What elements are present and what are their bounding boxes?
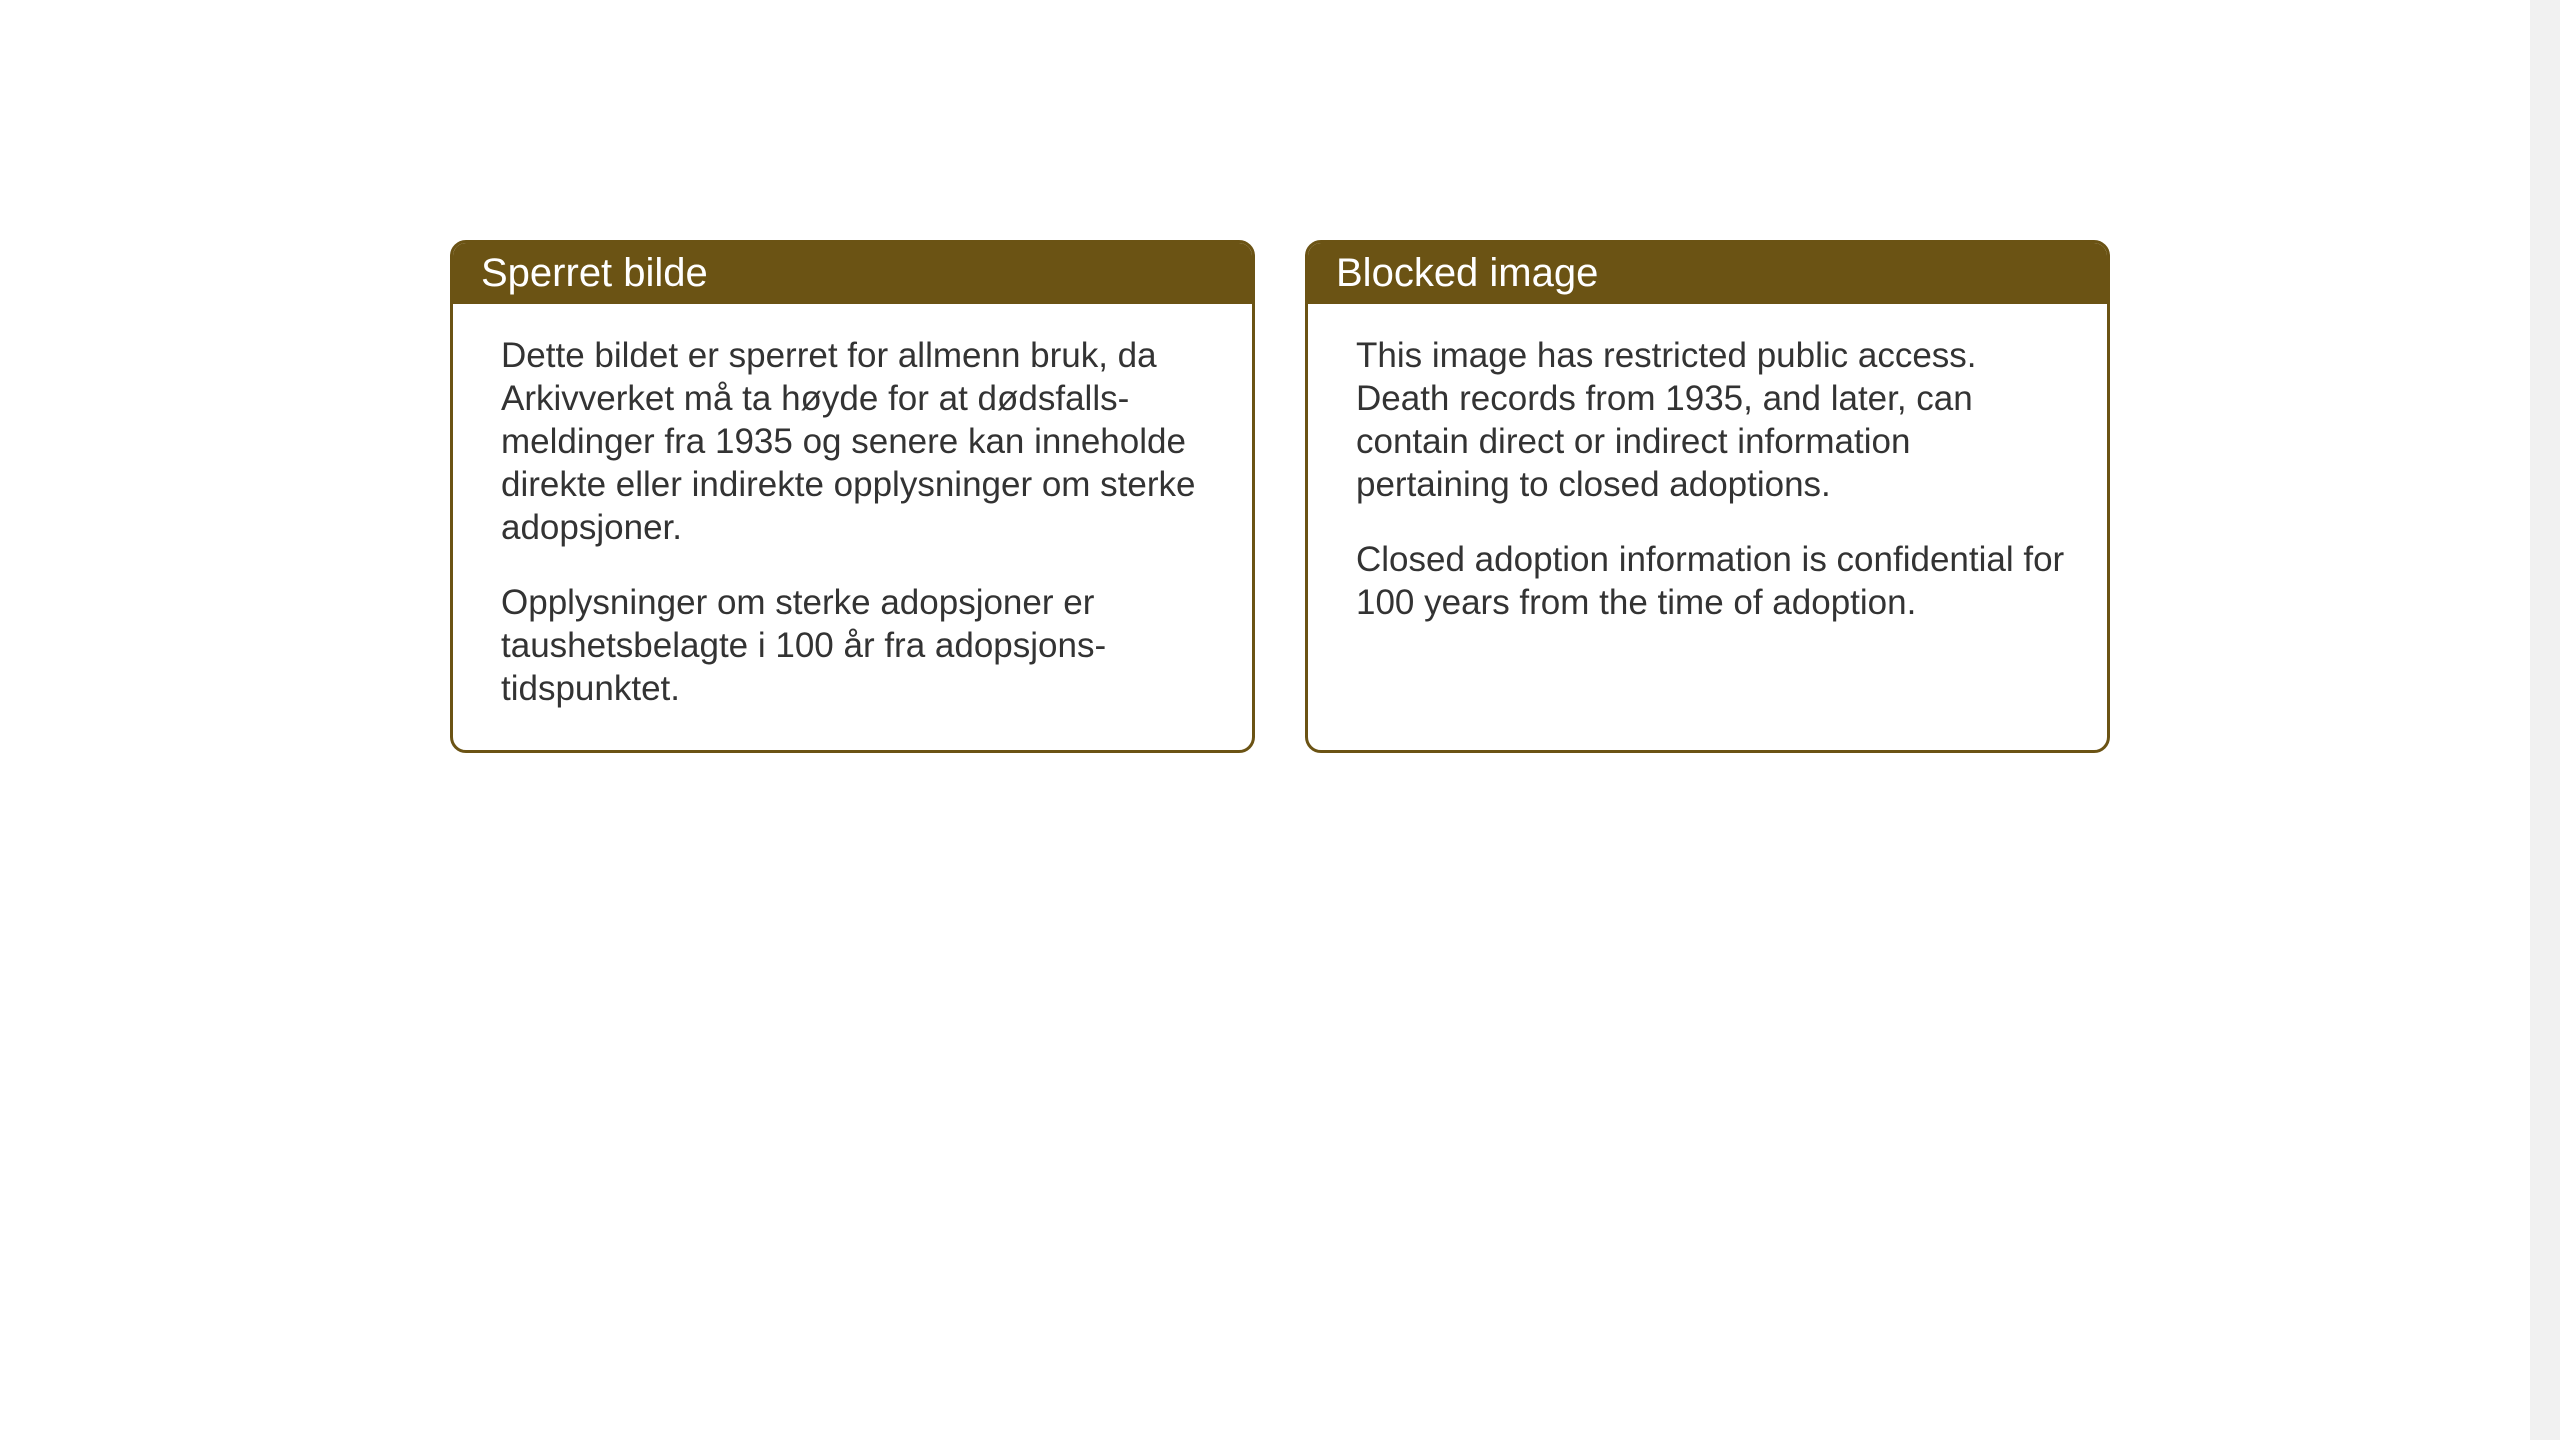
notice-card-norwegian: Sperret bilde Dette bildet er sperret fo… [450, 240, 1255, 753]
notice-title-norwegian: Sperret bilde [481, 251, 708, 295]
notice-title-english: Blocked image [1336, 251, 1598, 295]
notice-header-english: Blocked image [1308, 243, 2107, 304]
notice-card-english: Blocked image This image has restricted … [1305, 240, 2110, 753]
notice-body-english: This image has restricted public access.… [1308, 304, 2107, 664]
notice-paragraph-1-norwegian: Dette bildet er sperret for allmenn bruk… [501, 334, 1212, 549]
notice-paragraph-2-norwegian: Opplysninger om sterke adopsjoner er tau… [501, 581, 1212, 710]
scrollbar-track[interactable] [2530, 0, 2560, 1440]
notice-header-norwegian: Sperret bilde [453, 243, 1252, 304]
notice-paragraph-2-english: Closed adoption information is confident… [1356, 538, 2067, 624]
notice-body-norwegian: Dette bildet er sperret for allmenn bruk… [453, 304, 1252, 750]
notice-cards-container: Sperret bilde Dette bildet er sperret fo… [450, 240, 2110, 753]
notice-paragraph-1-english: This image has restricted public access.… [1356, 334, 2067, 506]
